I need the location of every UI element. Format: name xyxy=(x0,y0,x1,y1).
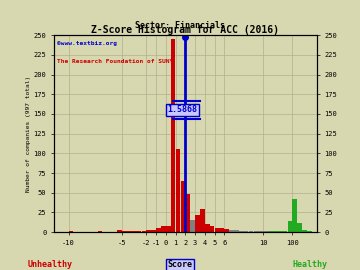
Bar xyxy=(297,223,302,232)
Bar xyxy=(190,220,195,232)
Text: The Research Foundation of SUNY: The Research Foundation of SUNY xyxy=(57,59,173,64)
Text: 1.5868: 1.5868 xyxy=(167,106,198,114)
Bar xyxy=(229,230,234,232)
Bar xyxy=(185,194,190,232)
Bar xyxy=(253,231,258,232)
Bar xyxy=(239,231,244,232)
Bar xyxy=(161,226,166,232)
Bar xyxy=(283,231,287,232)
Bar xyxy=(249,231,253,232)
Bar xyxy=(200,208,205,232)
Bar xyxy=(176,149,180,232)
Bar xyxy=(166,226,171,232)
Bar xyxy=(244,231,248,232)
Bar xyxy=(205,224,210,232)
Text: Healthy: Healthy xyxy=(292,260,327,269)
Bar xyxy=(268,231,273,232)
Bar xyxy=(122,231,127,232)
Bar xyxy=(98,231,103,232)
Bar xyxy=(127,231,132,232)
Bar xyxy=(117,230,122,232)
Bar xyxy=(288,221,292,232)
Y-axis label: Number of companies (997 total): Number of companies (997 total) xyxy=(26,76,31,192)
Bar xyxy=(307,231,312,232)
Bar xyxy=(156,228,161,232)
Bar xyxy=(69,231,73,232)
Text: Score: Score xyxy=(167,260,193,269)
Bar xyxy=(220,228,224,232)
Bar xyxy=(210,226,215,232)
Bar xyxy=(292,199,297,232)
Bar xyxy=(147,230,151,232)
Bar xyxy=(224,229,229,232)
Bar xyxy=(141,231,146,232)
Bar xyxy=(263,231,268,232)
Bar xyxy=(137,231,141,232)
Text: ©www.textbiz.org: ©www.textbiz.org xyxy=(57,41,117,46)
Bar xyxy=(180,181,185,232)
Bar xyxy=(132,231,136,232)
Bar xyxy=(171,39,175,232)
Bar xyxy=(258,231,263,232)
Text: Unhealthy: Unhealthy xyxy=(28,260,73,269)
Bar xyxy=(278,231,283,232)
Bar xyxy=(151,230,156,232)
Bar xyxy=(234,230,239,232)
Text: Sector: Financials: Sector: Financials xyxy=(135,21,225,30)
Bar xyxy=(215,228,219,232)
Bar xyxy=(195,215,200,232)
Bar xyxy=(302,230,307,232)
Bar xyxy=(273,231,278,232)
Title: Z-Score Histogram for ACC (2016): Z-Score Histogram for ACC (2016) xyxy=(91,25,279,35)
